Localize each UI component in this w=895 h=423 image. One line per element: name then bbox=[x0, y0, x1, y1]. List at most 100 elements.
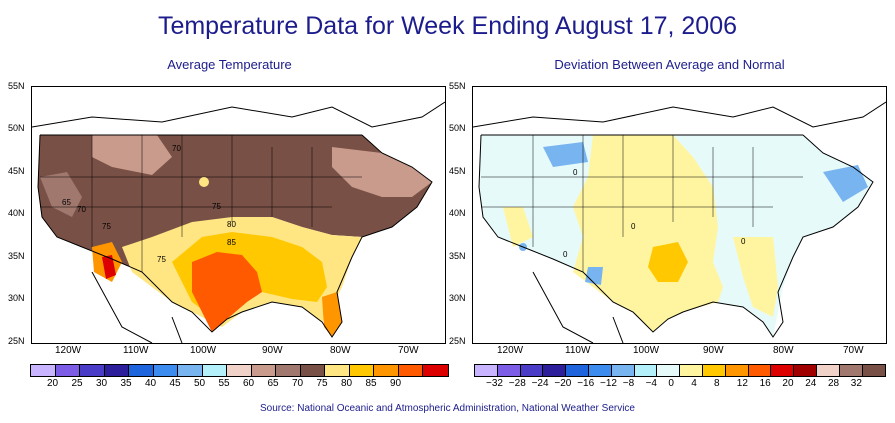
legend-swatch bbox=[398, 365, 423, 376]
y-label: 45N bbox=[449, 166, 466, 176]
y-label: 55N bbox=[449, 81, 466, 91]
right-map-subtitle: Deviation Between Average and Normal bbox=[554, 57, 785, 72]
contour-label: 75 bbox=[102, 222, 111, 231]
legend-label: −20 bbox=[554, 378, 572, 389]
state-lines bbox=[40, 135, 362, 272]
legend-label: −12 bbox=[600, 378, 617, 389]
legend-label: 25 bbox=[71, 378, 83, 389]
legend-label: 65 bbox=[267, 378, 279, 389]
y-label: 40N bbox=[8, 208, 25, 218]
legend-swatch bbox=[80, 365, 105, 376]
legend-swatch bbox=[862, 365, 886, 376]
deviation-map: 0 0 0 0 bbox=[473, 101, 886, 343]
legend-swatch bbox=[543, 365, 567, 376]
legend-swatch bbox=[276, 365, 301, 376]
legend-label: 75 bbox=[316, 378, 328, 389]
contour-label: 75 bbox=[212, 202, 221, 211]
region-plus-4-west bbox=[503, 207, 533, 247]
coastline bbox=[37, 134, 433, 338]
x-label: 110W bbox=[565, 345, 591, 356]
contour-label: 75 bbox=[157, 255, 166, 264]
x-label: 90W bbox=[262, 345, 283, 356]
contour-label: 0 bbox=[563, 250, 568, 259]
legend-label: 90 bbox=[390, 378, 402, 389]
y-label: 35N bbox=[449, 251, 466, 261]
legend-swatch bbox=[748, 365, 772, 376]
legend-label: 4 bbox=[691, 378, 697, 389]
legend-label: 80 bbox=[341, 378, 353, 389]
legend-swatch bbox=[423, 365, 448, 376]
contour-label: 0 bbox=[631, 222, 636, 231]
region-85-90 bbox=[192, 252, 262, 332]
legend-label: 0 bbox=[668, 378, 674, 389]
legend-label: 35 bbox=[120, 378, 132, 389]
legend-swatch bbox=[771, 365, 795, 376]
legend-label: 28 bbox=[828, 378, 840, 389]
state-lines bbox=[481, 135, 803, 272]
legend-swatch bbox=[31, 365, 56, 376]
left-color-legend bbox=[30, 364, 449, 377]
left-map-panel: 70 65 70 75 75 75 80 85 bbox=[31, 86, 446, 344]
contour-label: 0 bbox=[573, 168, 578, 177]
region-65-70-northeast bbox=[332, 147, 432, 197]
region-plus-4 bbox=[573, 135, 723, 332]
y-label: 35N bbox=[8, 251, 25, 261]
x-label: 100W bbox=[190, 345, 217, 356]
mexico-outline bbox=[532, 271, 624, 343]
legend-swatch bbox=[153, 365, 178, 376]
legend-swatch bbox=[588, 365, 612, 376]
legend-label: 24 bbox=[805, 378, 817, 389]
legend-swatch bbox=[129, 365, 154, 376]
average-temperature-map: 70 65 70 75 75 75 80 85 bbox=[32, 101, 445, 343]
legend-swatch bbox=[497, 365, 521, 376]
legend-swatch bbox=[178, 365, 203, 376]
x-label: 100W bbox=[633, 345, 660, 356]
y-label: 40N bbox=[449, 208, 466, 218]
region-minus-4-c bbox=[585, 267, 603, 285]
legend-label: 50 bbox=[194, 378, 206, 389]
page-title: Temperature Data for Week Ending August … bbox=[157, 12, 738, 40]
legend-swatch bbox=[611, 365, 635, 376]
legend-swatch bbox=[794, 365, 817, 376]
contour-label: 85 bbox=[227, 238, 236, 247]
x-label: 90W bbox=[703, 345, 724, 356]
legend-label: −16 bbox=[577, 378, 595, 389]
contour-label: 70 bbox=[77, 205, 86, 214]
region-minus-4-a bbox=[543, 142, 588, 167]
legend-label: 32 bbox=[850, 378, 862, 389]
legend-label: 12 bbox=[736, 378, 748, 389]
x-label: 80W bbox=[330, 345, 351, 356]
region-plus-8 bbox=[648, 242, 688, 282]
legend-label: 85 bbox=[365, 378, 377, 389]
legend-label: 30 bbox=[96, 378, 108, 389]
legend-swatch bbox=[227, 365, 252, 376]
region-90-plus bbox=[102, 255, 116, 279]
region-florida bbox=[322, 292, 342, 337]
x-label: 120W bbox=[55, 345, 82, 356]
y-label: 25N bbox=[449, 336, 466, 346]
canada-outline bbox=[473, 101, 886, 128]
warm-spot bbox=[199, 177, 209, 187]
legend-label: −28 bbox=[508, 378, 526, 389]
legend-label: −4 bbox=[645, 378, 657, 389]
right-map-panel: 0 0 0 0 bbox=[472, 86, 887, 344]
legend-label: 16 bbox=[759, 378, 771, 389]
legend-swatch bbox=[300, 365, 325, 376]
y-label: 30N bbox=[8, 293, 25, 303]
canada-outline bbox=[32, 101, 445, 128]
legend-swatch bbox=[680, 365, 703, 376]
x-label: 70W bbox=[398, 345, 419, 356]
mexico-outline bbox=[91, 271, 183, 343]
legend-label: 20 bbox=[782, 378, 794, 389]
region-65-70-north bbox=[92, 135, 172, 175]
right-color-legend bbox=[474, 364, 887, 377]
region-plus-4-south bbox=[733, 237, 778, 317]
legend-swatch bbox=[520, 365, 544, 376]
y-label: 45N bbox=[8, 166, 25, 176]
contour-label: 0 bbox=[741, 237, 746, 246]
legend-swatch bbox=[566, 365, 589, 376]
legend-label: −32 bbox=[486, 378, 503, 389]
y-label: 50N bbox=[449, 123, 466, 133]
source-note: Source: National Oceanic and Atmospheric… bbox=[259, 403, 635, 414]
legend-label: 70 bbox=[292, 378, 304, 389]
